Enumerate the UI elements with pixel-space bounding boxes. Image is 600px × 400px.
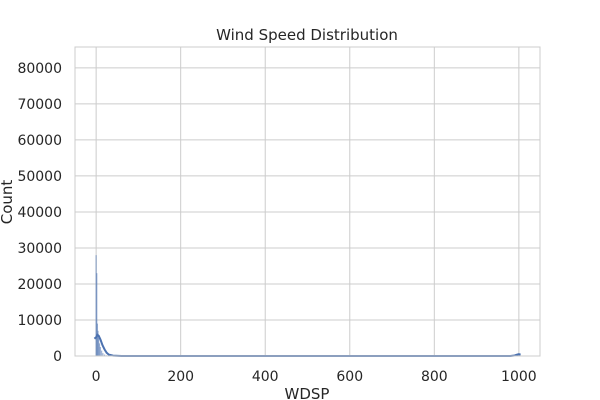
y-tick-label: 0	[53, 349, 62, 365]
histogram-bar	[98, 337, 100, 356]
kde-line	[93, 333, 521, 357]
histogram-bar	[97, 330, 99, 356]
x-tick-label: 400	[252, 369, 279, 385]
y-tick-labels: 0 10000 20000 30000 40000 50000 60000 70000 8000…	[17, 61, 62, 365]
x-tick-label: 600	[336, 369, 363, 385]
histogram-bar	[101, 350, 103, 356]
histogram-bar	[98, 343, 101, 356]
histogram-bar	[96, 323, 99, 356]
y-tick-label: 20000	[17, 277, 62, 293]
y-tick-label: 80000	[17, 61, 62, 77]
histogram-bar	[102, 353, 104, 356]
y-tick-label: 30000	[17, 241, 62, 257]
y-tick-label: 40000	[17, 205, 62, 221]
x-tick-label: 0	[92, 369, 101, 385]
histogram-bar	[99, 346, 101, 356]
x-tick-label: 1000	[501, 369, 537, 385]
x-tick-label: 200	[167, 369, 194, 385]
x-axis-title: WDSP	[285, 385, 330, 400]
y-tick-label: 50000	[17, 169, 62, 185]
histogram-bars	[95, 255, 520, 356]
chart-title: Wind Speed Distribution	[216, 26, 398, 44]
histogram-bar	[103, 354, 106, 356]
y-tick-label: 70000	[17, 97, 62, 113]
y-tick-label: 60000	[17, 133, 62, 149]
y-tick-label: 10000	[17, 313, 62, 329]
histogram-bar	[95, 255, 97, 356]
plot-frame	[74, 46, 541, 357]
grid	[75, 47, 540, 357]
x-tick-labels: 0 200 400 600 800 1000	[92, 369, 537, 385]
y-axis-title: Count	[0, 180, 16, 225]
x-tick-label: 800	[421, 369, 448, 385]
histogram-bar	[96, 273, 98, 356]
